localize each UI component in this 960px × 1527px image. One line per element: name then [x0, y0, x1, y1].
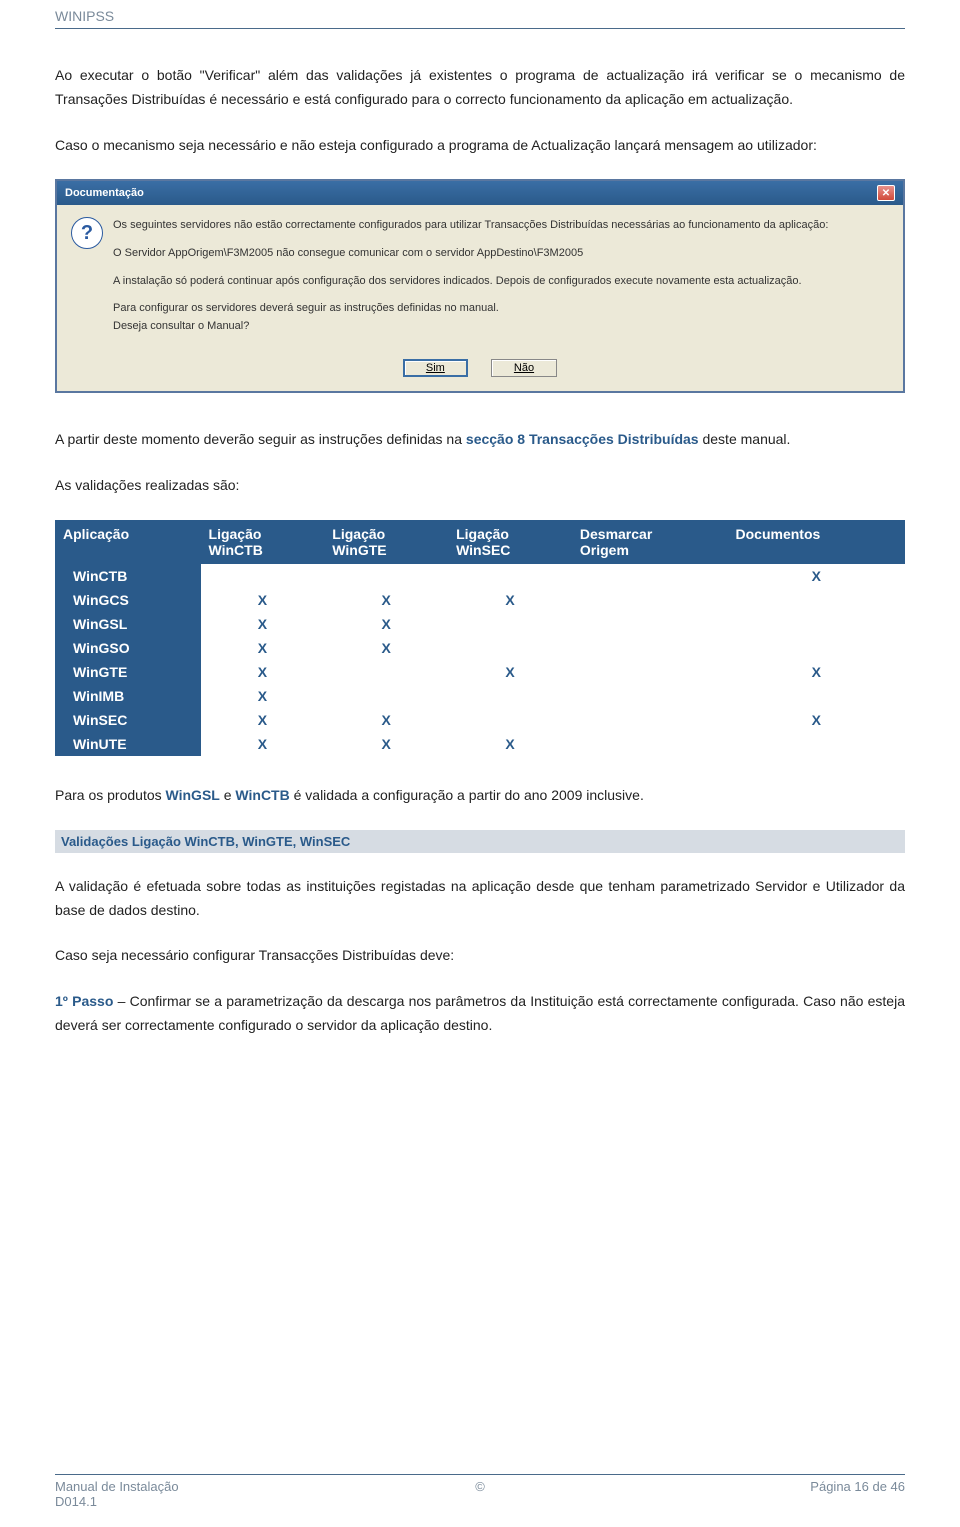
mark-cell	[572, 708, 728, 732]
mark-cell	[572, 732, 728, 756]
mark-cell	[448, 636, 572, 660]
app-cell: WinGSO	[55, 636, 201, 660]
document-page: WINIPSS Ao executar o botão "Verificar" …	[0, 0, 960, 1527]
dialog-title: Documentação	[65, 187, 144, 199]
mark-cell: X	[728, 708, 906, 732]
mark-cell: X	[201, 732, 325, 756]
mark-cell	[728, 588, 906, 612]
page-footer: Manual de Instalação D014.1 © Página 16 …	[55, 1474, 905, 1509]
footer-right: Página 16 de 46	[810, 1479, 905, 1509]
table-row: WinCTB X	[55, 564, 905, 588]
mark-cell	[728, 612, 906, 636]
app-cell: WinCTB	[55, 564, 201, 588]
paragraph: Para os produtos WinGSL e WinCTB é valid…	[55, 784, 905, 808]
app-cell: WinIMB	[55, 684, 201, 708]
mark-cell	[324, 684, 448, 708]
mark-cell: X	[201, 660, 325, 684]
mark-cell	[448, 684, 572, 708]
footer-left: Manual de Instalação D014.1	[55, 1479, 179, 1509]
table-row: WinGSOXX	[55, 636, 905, 660]
app-cell: WinGTE	[55, 660, 201, 684]
mark-cell	[572, 564, 728, 588]
table-header: Aplicação LigaçãoWinCTB LigaçãoWinGTE Li…	[55, 520, 905, 564]
mark-cell	[448, 612, 572, 636]
mark-cell	[728, 636, 906, 660]
mark-cell: X	[201, 588, 325, 612]
mark-cell	[572, 636, 728, 660]
table-row: WinGTEXXX	[55, 660, 905, 684]
mark-cell	[448, 708, 572, 732]
mark-cell: X	[324, 708, 448, 732]
mark-cell	[728, 684, 906, 708]
app-cell: WinGSL	[55, 612, 201, 636]
yes-button[interactable]: Sim	[403, 359, 468, 377]
footer-center: ©	[475, 1479, 485, 1494]
app-cell: WinUTE	[55, 732, 201, 756]
paragraph: Ao executar o botão "Verificar" além das…	[55, 64, 905, 112]
step-label: 1º Passo	[55, 993, 113, 1009]
mark-cell: X	[324, 732, 448, 756]
app-cell: WinSEC	[55, 708, 201, 732]
dialog-titlebar: Documentação ✕	[57, 181, 903, 205]
mark-cell: X	[201, 684, 325, 708]
dialog-line: O Servidor AppOrigem\F3M2005 não consegu…	[113, 245, 889, 263]
mark-cell	[572, 612, 728, 636]
paragraph: A validação é efetuada sobre todas as in…	[55, 875, 905, 923]
dialog-body: ? Os seguintes servidores não estão corr…	[57, 205, 903, 359]
mark-cell	[324, 660, 448, 684]
mark-cell: X	[448, 660, 572, 684]
dialog-line: Deseja consultar o Manual?	[113, 318, 889, 336]
mark-cell	[728, 732, 906, 756]
table-row: WinIMBX	[55, 684, 905, 708]
mark-cell: X	[324, 612, 448, 636]
col-aplicacao: Aplicação	[55, 520, 201, 564]
mark-cell	[572, 660, 728, 684]
mark-cell: X	[448, 732, 572, 756]
paragraph: Caso o mecanismo seja necessário e não e…	[55, 134, 905, 158]
mark-cell	[448, 564, 572, 588]
col-winsec: LigaçãoWinSEC	[448, 520, 572, 564]
table-row: WinGSLXX	[55, 612, 905, 636]
dialog-line: A instalação só poderá continuar após co…	[113, 273, 889, 291]
dialog-window: Documentação ✕ ? Os seguintes servidores…	[55, 179, 905, 393]
section-link[interactable]: secção 8 Transacções Distribuídas	[466, 431, 699, 447]
mark-cell: X	[201, 612, 325, 636]
table-row: WinGCSXXX	[55, 588, 905, 612]
mark-cell	[572, 684, 728, 708]
table-row: WinSECXXX	[55, 708, 905, 732]
dialog-buttons: Sim Não	[57, 359, 903, 391]
mark-cell: X	[728, 660, 906, 684]
paragraph: As validações realizadas são:	[55, 474, 905, 498]
col-desmarcar: DesmarcarOrigem	[572, 520, 728, 564]
mark-cell	[201, 564, 325, 588]
mark-cell: X	[324, 588, 448, 612]
mark-cell	[572, 588, 728, 612]
mark-cell: X	[324, 636, 448, 660]
paragraph: 1º Passo – Confirmar se a parametrização…	[55, 990, 905, 1038]
dialog-line: Os seguintes servidores não estão correc…	[113, 217, 889, 235]
mark-cell: X	[728, 564, 906, 588]
paragraph: Caso seja necessário configurar Transacç…	[55, 944, 905, 968]
col-winctb: LigaçãoWinCTB	[201, 520, 325, 564]
table-row: WinUTEXXX	[55, 732, 905, 756]
paragraph: A partir deste momento deverão seguir as…	[55, 428, 905, 452]
mark-cell: X	[201, 708, 325, 732]
page-header: WINIPSS	[55, 0, 905, 29]
mark-cell: X	[201, 636, 325, 660]
mark-cell	[324, 564, 448, 588]
dialog-line: Para configurar os servidores deverá seg…	[113, 300, 889, 318]
close-icon[interactable]: ✕	[877, 185, 895, 201]
col-documentos: Documentos	[728, 520, 906, 564]
app-cell: WinGCS	[55, 588, 201, 612]
section-heading: Validações Ligação WinCTB, WinGTE, WinSE…	[55, 830, 905, 853]
col-wingte: LigaçãoWinGTE	[324, 520, 448, 564]
no-button[interactable]: Não	[491, 359, 557, 377]
dialog-text: Os seguintes servidores não estão correc…	[113, 217, 889, 345]
validation-matrix-table: Aplicação LigaçãoWinCTB LigaçãoWinGTE Li…	[55, 520, 905, 756]
question-icon: ?	[71, 217, 103, 249]
mark-cell: X	[448, 588, 572, 612]
